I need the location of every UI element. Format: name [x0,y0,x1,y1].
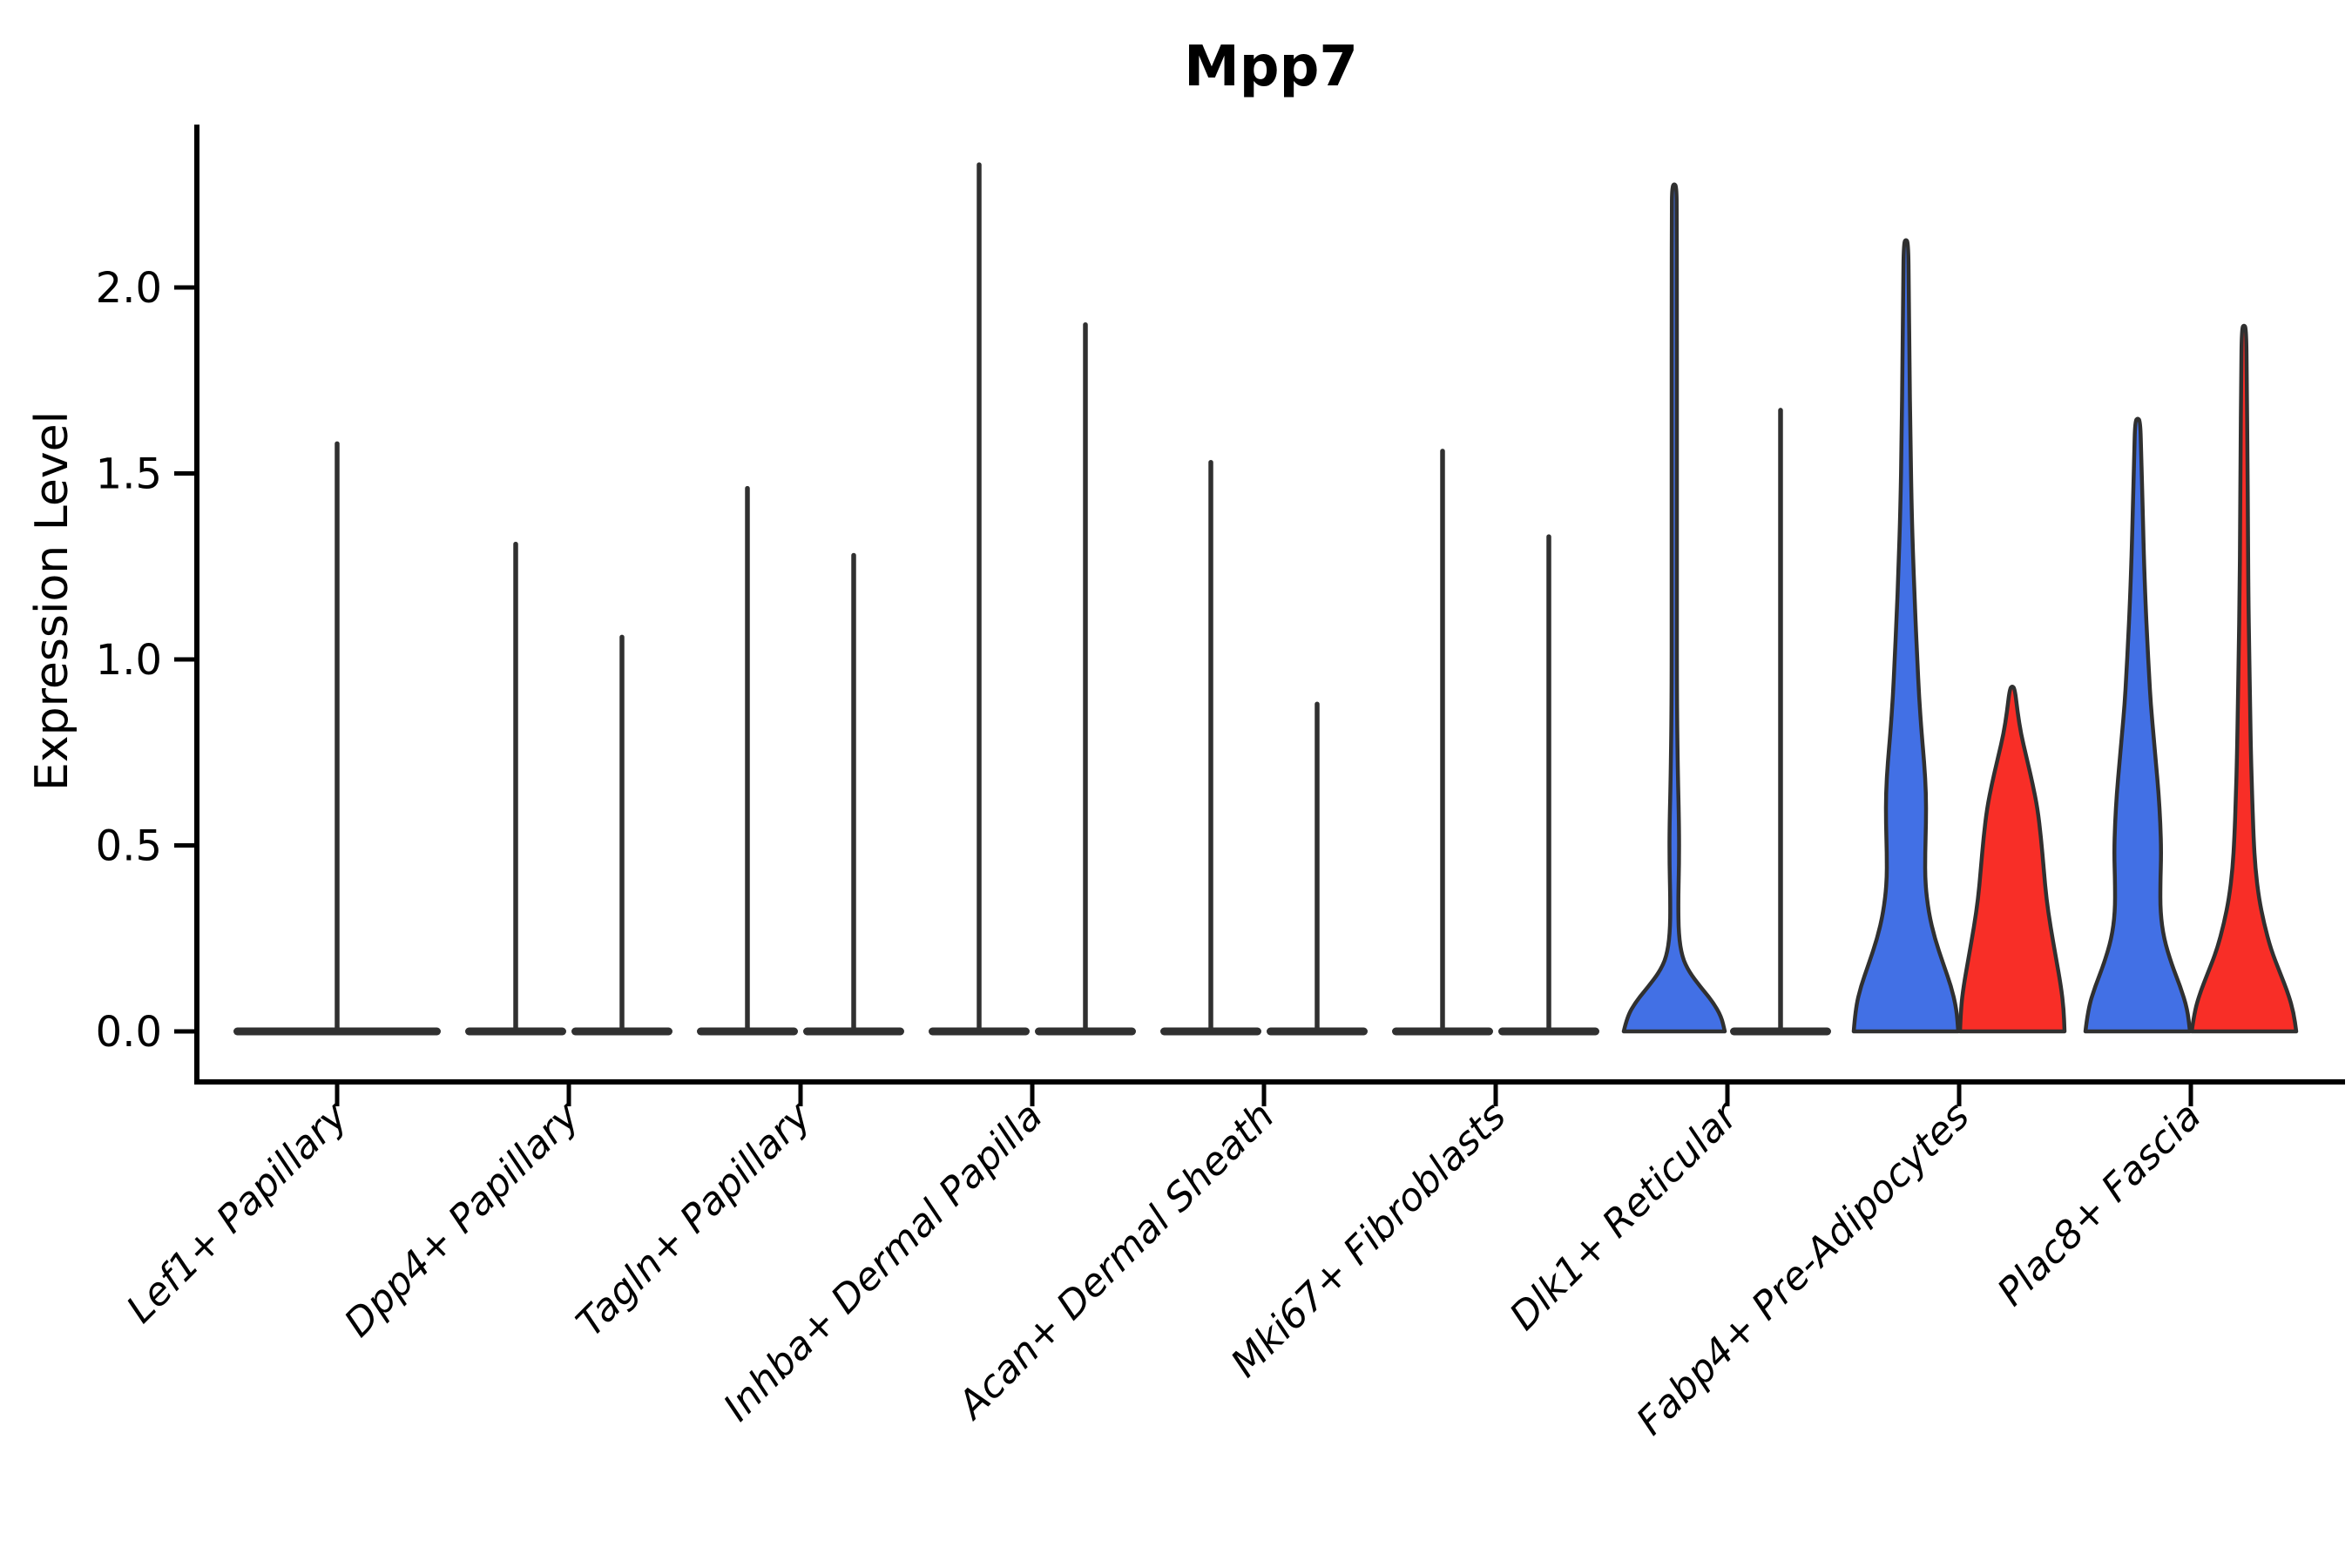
y-tick-label: 1.5 [96,450,162,499]
y-tick-label: 2.0 [96,264,162,313]
violin-shape [1957,684,2067,1034]
y-tick-label: 0.0 [96,1008,162,1057]
x-tick-label: Tagln+ Papillary [568,1093,820,1345]
violin-shape [1621,182,1727,1034]
x-tick-label: Dlk1+ Reticular [1501,1092,1747,1339]
x-tick-label: Plac8+ Fascia [1989,1094,2209,1315]
y-tick-label: 0.5 [96,822,162,871]
x-tick-label: Lef1+ Papillary [118,1093,357,1332]
y-tick-label: 1.0 [96,636,162,685]
violin-shape [2189,323,2299,1034]
x-tick-label: Dpp4+ Papillary [336,1093,589,1346]
violin-shape [1851,238,1961,1034]
chart-title: Mpp7 [1184,35,1358,99]
violin-shape [2083,416,2193,1034]
